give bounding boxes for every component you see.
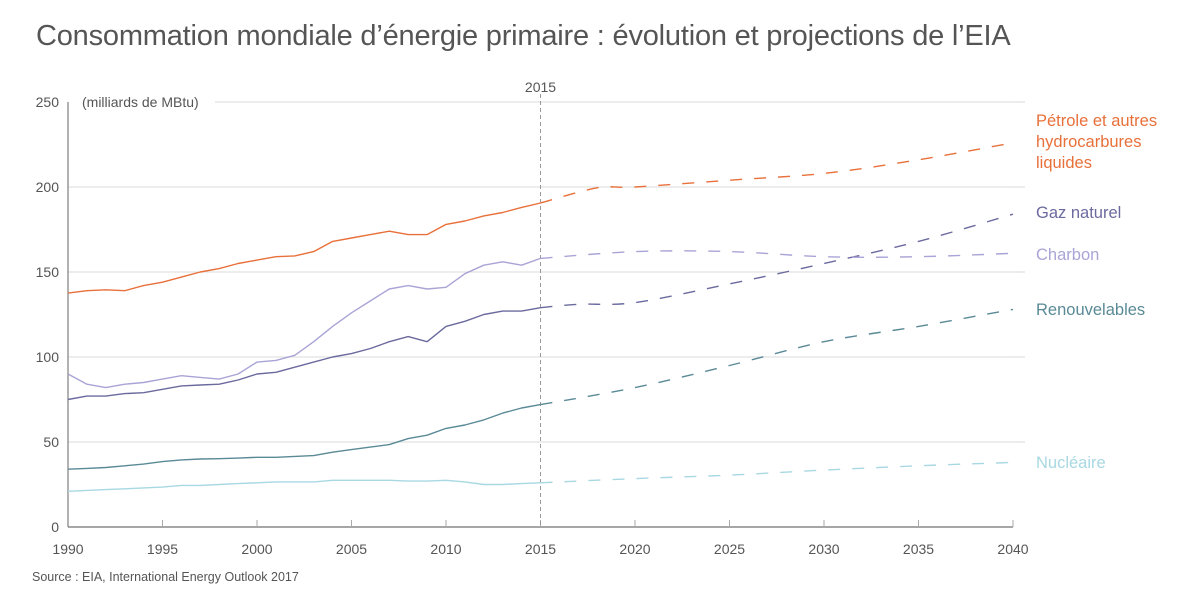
x-tick-label: 2000 — [241, 541, 272, 557]
legend-label: Pétrole et autres — [1036, 112, 1157, 130]
x-tick-label: 1995 — [147, 541, 178, 557]
series-3 — [67, 308, 1014, 470]
x-tick-label: 2035 — [903, 541, 934, 557]
series-projection-line — [540, 213, 1014, 309]
y-tick-label: 150 — [36, 264, 60, 280]
series-historical-line — [67, 479, 541, 492]
series-1 — [67, 213, 1014, 401]
y-tick-label: 0 — [51, 519, 59, 535]
legend-label: hydrocarbures — [1036, 133, 1141, 151]
legend-label: Charbon — [1036, 246, 1099, 264]
legend-label: Renouvelables — [1036, 301, 1145, 319]
legend: Pétrole et autres hydrocarbures liquides Ga… — [1036, 112, 1157, 472]
series-0 — [67, 142, 1014, 294]
y-unit-label: (milliards de MBtu) — [82, 94, 199, 110]
x-tick-label: 2030 — [808, 541, 839, 557]
series-4 — [67, 461, 1014, 492]
x-tick-label: 1990 — [52, 541, 83, 557]
legend-label: Gaz naturel — [1036, 204, 1121, 222]
series-projection-line — [540, 461, 1014, 484]
x-tick-label: 2015 — [525, 541, 556, 557]
x-tick-label: 2025 — [714, 541, 745, 557]
y-tick-label: 50 — [43, 434, 59, 450]
series-historical-line — [67, 257, 541, 389]
legend-label: liquides — [1036, 154, 1092, 172]
source-note: Source : EIA, International Energy Outlo… — [32, 570, 299, 584]
projection-start-label: 2015 — [525, 79, 556, 95]
series-2 — [67, 250, 1014, 389]
series-projection-line — [540, 142, 1014, 204]
x-tick-label: 2010 — [430, 541, 461, 557]
x-tick-label: 2040 — [997, 541, 1028, 557]
series-historical-line — [67, 307, 541, 401]
series-projection-line — [540, 308, 1014, 406]
chart-title: Consommation mondiale d’énergie primaire… — [36, 20, 1011, 52]
gridlines — [68, 101, 1025, 443]
series-historical-line — [67, 202, 541, 294]
series-historical-line — [67, 403, 541, 470]
x-tick-label: 2020 — [619, 541, 650, 557]
legend-label: Nucléaire — [1036, 454, 1106, 472]
series-projection-line — [540, 250, 1014, 260]
series-group — [67, 142, 1014, 492]
y-tick-label: 250 — [36, 94, 60, 110]
axes: 0 50 100 150 200 250 (milliards de MBtu) 1990 19… — [36, 79, 1029, 557]
y-tick-label: 200 — [36, 179, 60, 195]
y-tick-label: 100 — [36, 349, 60, 365]
x-tick-label: 2005 — [336, 541, 367, 557]
